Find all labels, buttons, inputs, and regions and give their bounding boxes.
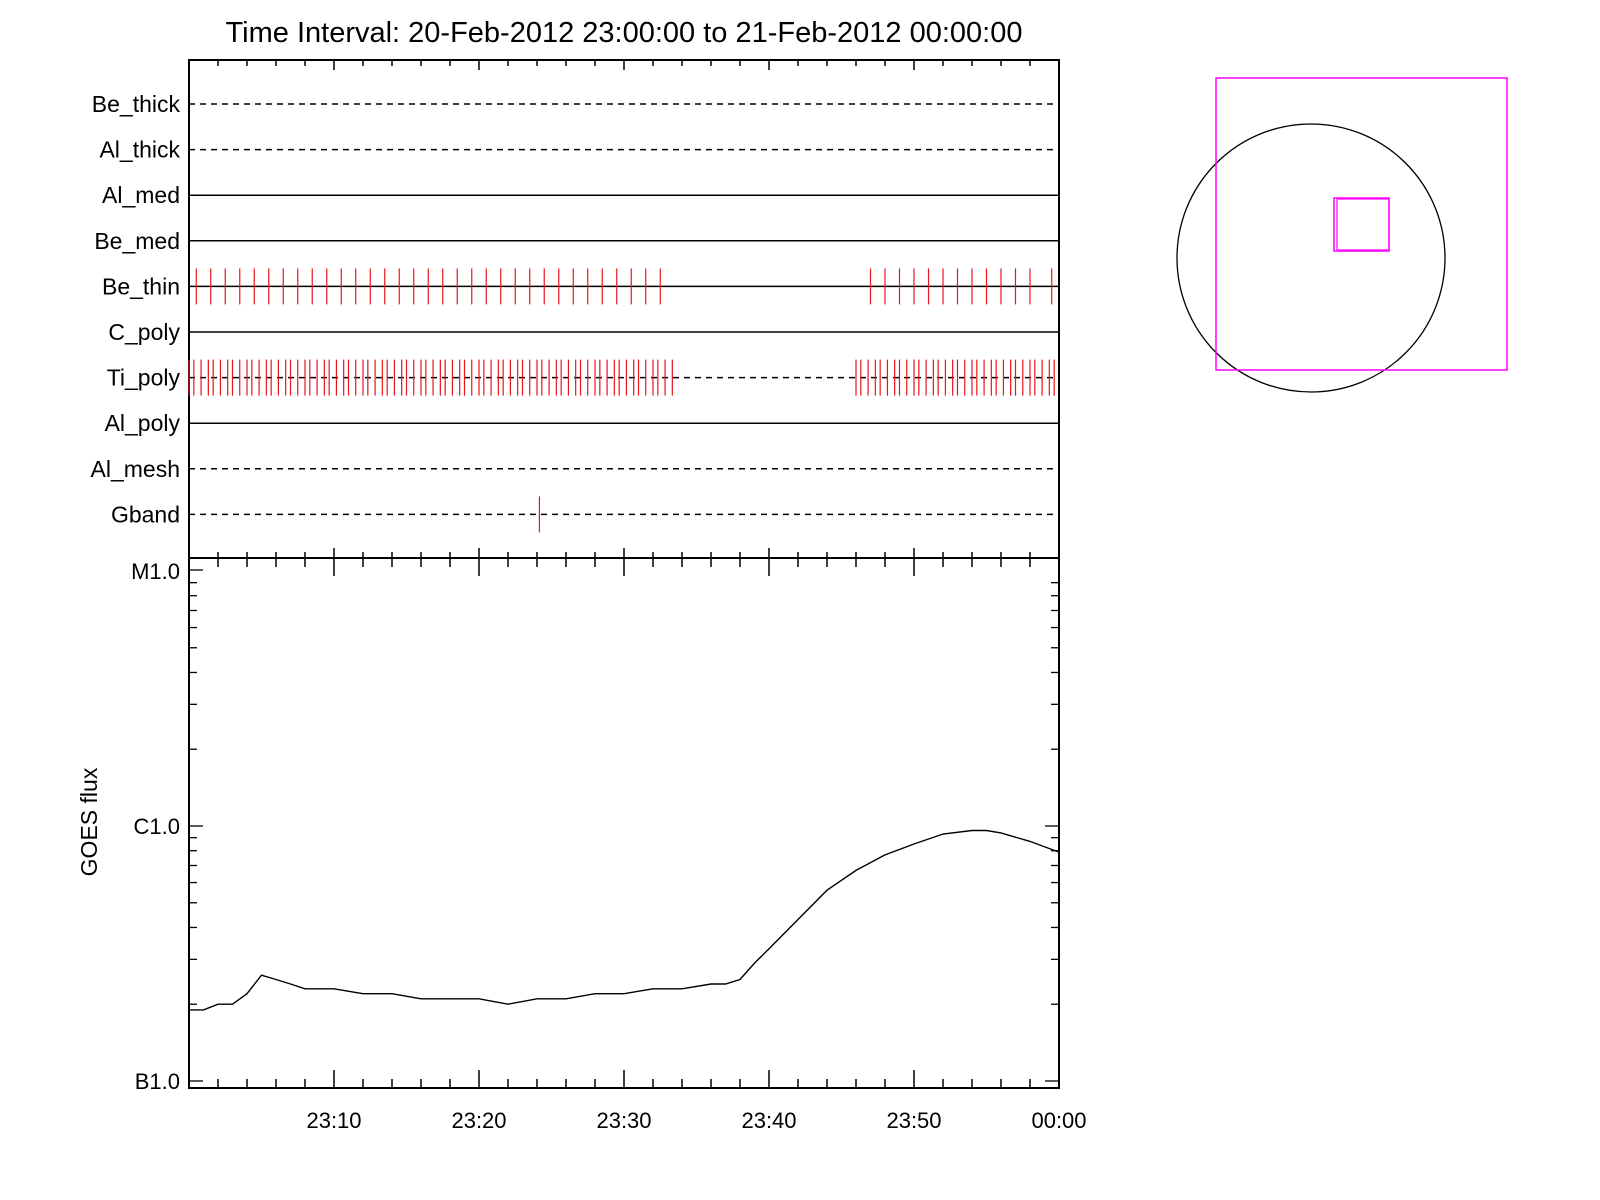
x-tick-label: 23:50: [886, 1108, 941, 1133]
target-box: [1333, 197, 1390, 252]
chart-title: Time Interval: 20-Feb-2012 23:00:00 to 2…: [226, 17, 1023, 49]
x-tick-label: 23:10: [306, 1108, 361, 1133]
row-label-be-med: Be_med: [94, 228, 180, 254]
row-label-al-poly: Al_poly: [105, 410, 181, 436]
solar-disk-circle: [1176, 123, 1446, 393]
field-of-view-box: [1215, 77, 1508, 371]
row-label-be-thick: Be_thick: [92, 91, 181, 117]
flux-ticks: 23:10 23:20 23:30 23:40 23:50 00:00 B1.0 C1.0 M1…: [131, 558, 1087, 1133]
x-tick-label: 23:40: [741, 1108, 796, 1133]
flux-series: [189, 829, 1060, 1011]
goes-flux-line: [189, 829, 1060, 1011]
x-tick-label: 23:20: [451, 1108, 506, 1133]
row-label-al-mesh: Al_mesh: [91, 456, 180, 482]
pointing-diagram: [1176, 77, 1508, 393]
row-label-c-poly: C_poly: [108, 319, 180, 345]
row-label-gband: Gband: [111, 501, 180, 527]
y-tick-label: C1.0: [134, 814, 180, 839]
x-tick-label: 23:30: [596, 1108, 651, 1133]
timeline-ticks: [188, 60, 1060, 558]
x-tick-label: 00:00: [1031, 1108, 1086, 1133]
y-axis-label: GOES flux: [76, 767, 102, 876]
timeline-rows: Be_thick Al_thick Al_med Be_med Be_thin C_pol…: [91, 91, 1059, 533]
flux-frame: [188, 557, 1060, 1089]
row-label-ti-poly: Ti_poly: [107, 365, 181, 391]
timeline-frame: [188, 59, 1060, 559]
goes-flux-panel: 23:10 23:20 23:30 23:40 23:50 00:00 B1.0 C1.0 M1…: [76, 557, 1087, 1133]
y-tick-label: B1.0: [135, 1069, 180, 1094]
row-label-al-thick: Al_thick: [99, 137, 180, 163]
target-box-inner: [1336, 198, 1390, 251]
y-tick-label: M1.0: [131, 559, 180, 584]
row-label-be-thin: Be_thin: [102, 273, 180, 299]
row-label-al-med: Al_med: [102, 182, 180, 208]
filter-timeline-panel: Be_thick Al_thick Al_med Be_med Be_thin C_pol…: [91, 59, 1060, 559]
